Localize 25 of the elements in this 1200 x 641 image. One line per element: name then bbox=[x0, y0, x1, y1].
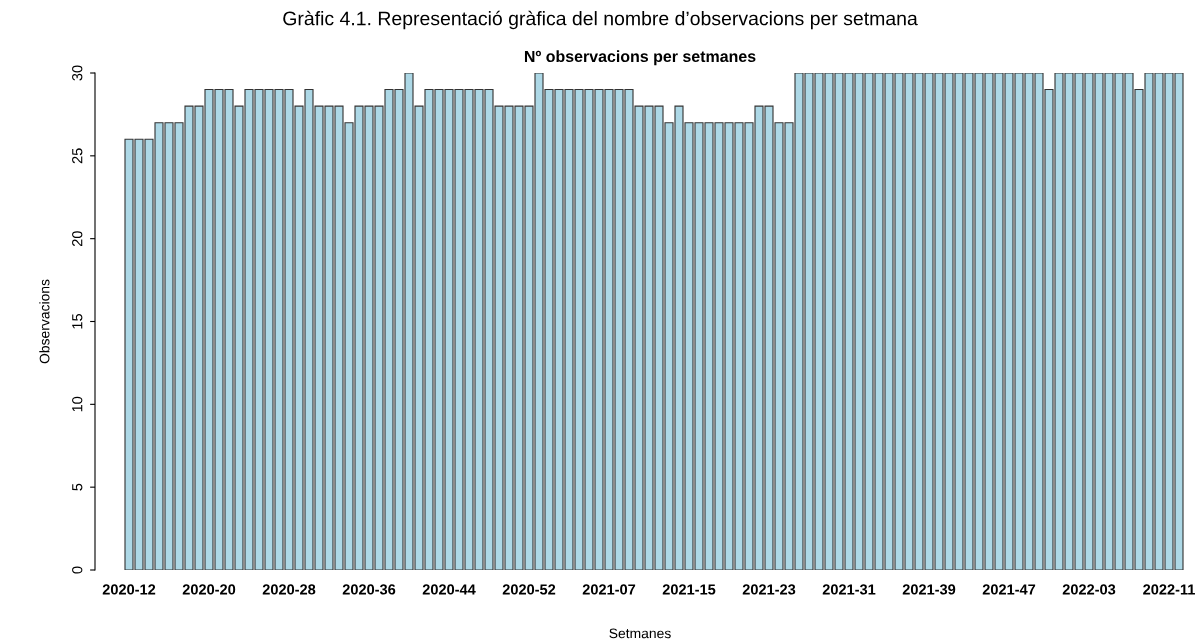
x-tick-label: 2020-52 bbox=[502, 584, 556, 595]
x-axis-title: Setmanes bbox=[609, 628, 671, 639]
x-tick-label: 2021-31 bbox=[822, 584, 876, 595]
x-tick-label: 2020-28 bbox=[262, 584, 316, 595]
y-tick-label: 20 bbox=[72, 231, 83, 247]
chart-title: Gràfic 4.1. Representació gràfica del nombre d’observacions per setmana bbox=[283, 10, 918, 30]
chart-subtitle: Nº observacions per setmanes bbox=[524, 50, 756, 66]
x-tick-label: 2021-23 bbox=[742, 584, 796, 595]
x-tick-label: 2020-36 bbox=[342, 584, 396, 595]
y-tick-label: 0 bbox=[72, 566, 83, 574]
x-tick-label: 2020-20 bbox=[182, 584, 236, 595]
x-tick-label: 2021-39 bbox=[902, 584, 956, 595]
y-tick-label: 25 bbox=[72, 148, 83, 164]
x-tick-label: 2021-47 bbox=[982, 584, 1036, 595]
y-tick-label: 5 bbox=[72, 483, 83, 491]
x-tick-label: 2021-15 bbox=[662, 584, 716, 595]
y-tick-label: 15 bbox=[72, 314, 83, 329]
x-tick-label: 2022-11 bbox=[1143, 584, 1195, 595]
y-axis-title: Observacions bbox=[39, 279, 50, 364]
x-tick-label: 2021-07 bbox=[582, 584, 636, 595]
x-tick-label: 2022-03 bbox=[1062, 584, 1116, 595]
x-tick-label: 2020-44 bbox=[422, 584, 476, 595]
x-tick-label: 2020-12 bbox=[102, 584, 156, 595]
y-tick-label: 10 bbox=[72, 396, 83, 412]
y-tick-label: 30 bbox=[72, 65, 83, 81]
